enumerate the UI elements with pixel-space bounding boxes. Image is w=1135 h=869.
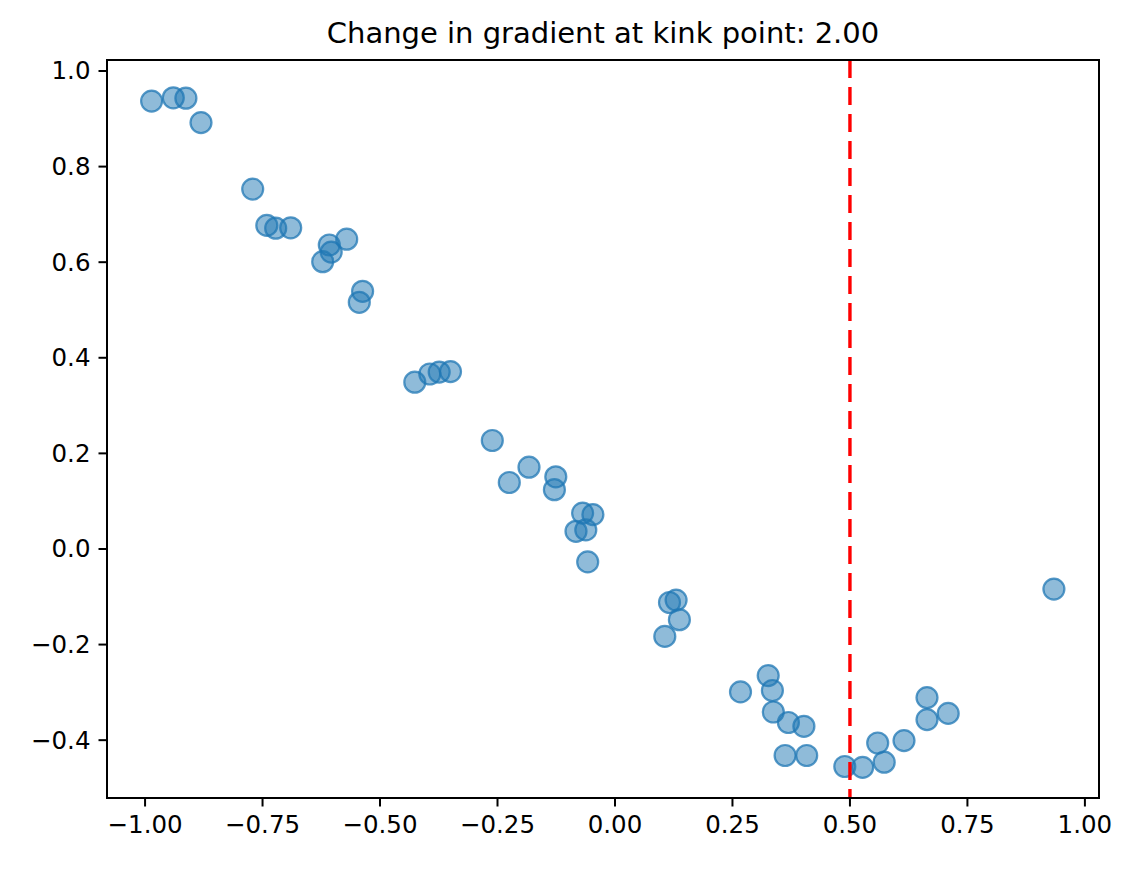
plot-area: −1.00−0.75−0.50−0.250.000.250.500.751.00… — [0, 0, 1135, 869]
scatter-point — [141, 91, 162, 112]
scatter-point — [519, 457, 540, 478]
scatter-point — [874, 752, 895, 773]
x-tick-label: 0.25 — [705, 810, 760, 839]
scatter-point — [352, 281, 373, 302]
scatter-point — [280, 217, 301, 238]
scatter-point — [654, 626, 675, 647]
scatter-point — [775, 745, 796, 766]
scatter-point — [191, 112, 212, 133]
x-tick-label: 0.50 — [823, 810, 878, 839]
y-tick-label: 0.2 — [52, 439, 91, 468]
scatter-point — [793, 716, 814, 737]
scatter-point — [867, 733, 888, 754]
scatter-point — [582, 504, 603, 525]
scatter-point — [336, 229, 357, 250]
y-tick-label: 0.4 — [52, 343, 91, 372]
scatter-point — [917, 709, 938, 730]
y-tick-label: 0.8 — [52, 152, 91, 181]
scatter-point — [762, 680, 783, 701]
scatter-point — [917, 687, 938, 708]
scatter-point — [482, 430, 503, 451]
scatter-point — [440, 361, 461, 382]
y-tick-label: −0.4 — [31, 726, 91, 755]
scatter-point — [796, 745, 817, 766]
y-tick-label: −0.2 — [31, 630, 91, 659]
scatter-point — [577, 551, 598, 572]
scatter-point — [852, 757, 873, 778]
axes-frame — [107, 60, 1099, 798]
x-tick-label: 0.00 — [588, 810, 643, 839]
x-tick-label: −0.75 — [225, 810, 300, 839]
x-tick-label: 0.75 — [940, 810, 995, 839]
scatter-point — [499, 472, 520, 493]
scatter-point — [938, 703, 959, 724]
scatter-point — [666, 590, 687, 611]
scatter-point — [1043, 579, 1064, 600]
y-tick-label: 0.6 — [52, 248, 91, 277]
scatter-point — [545, 466, 566, 487]
x-tick-label: 1.00 — [1058, 810, 1113, 839]
scatter-point — [175, 88, 196, 109]
scatter-point — [730, 681, 751, 702]
scatter-point — [242, 179, 263, 200]
x-tick-label: −0.25 — [460, 810, 535, 839]
x-tick-label: −0.50 — [342, 810, 417, 839]
x-tick-label: −1.00 — [108, 810, 183, 839]
scatter-point — [894, 730, 915, 751]
y-tick-label: 0.0 — [52, 534, 91, 563]
y-tick-label: 1.0 — [52, 56, 91, 85]
scatter-point — [669, 609, 690, 630]
matplotlib-figure: Change in gradient at kink point: 2.00 −… — [0, 0, 1135, 869]
